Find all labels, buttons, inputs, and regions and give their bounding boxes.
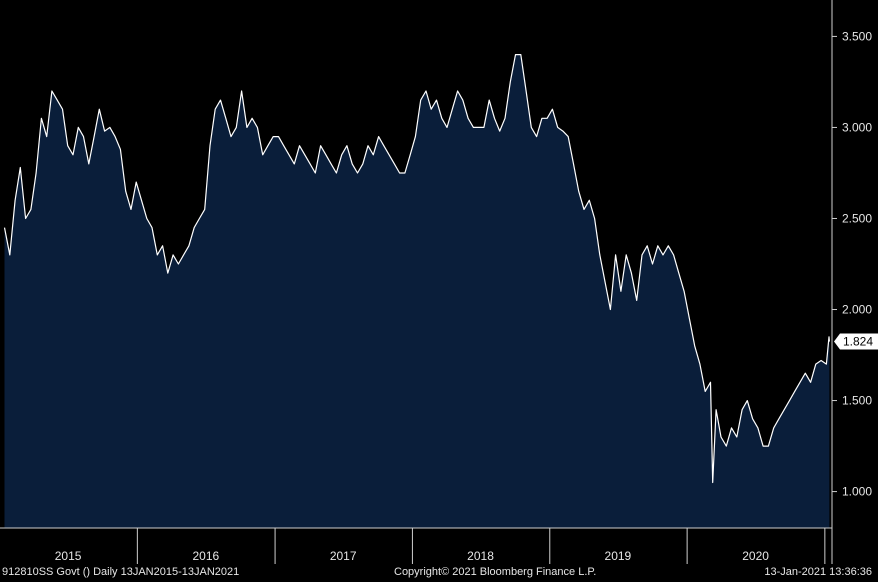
price-chart: 1.000 1.500 2.000 2.500 3.000 3.500 1.824 2015… xyxy=(0,0,878,564)
x-tick-label: 2020 xyxy=(742,549,769,563)
x-tick-label: 2015 xyxy=(55,549,82,563)
y-tick-label: 2.000 xyxy=(842,303,872,317)
y-axis: 1.000 1.500 2.000 2.500 3.000 3.500 1.824 xyxy=(831,0,878,564)
y-tick-label: 1.500 xyxy=(842,394,872,408)
last-price-marker xyxy=(834,333,878,350)
timestamp: 13-Jan-2021 13:36:36 xyxy=(764,566,872,578)
copyright-text: Copyright© 2021 Bloomberg Finance L.P. xyxy=(394,566,597,578)
y-tick-label: 2.500 xyxy=(842,211,872,225)
last-price-label: 1.824 xyxy=(843,335,873,349)
x-tick-label: 2019 xyxy=(605,549,632,563)
x-tick-label: 2016 xyxy=(192,549,219,563)
y-tick-label: 3.000 xyxy=(842,120,872,134)
x-tick-label: 2017 xyxy=(330,549,357,563)
price-line xyxy=(3,54,830,484)
footer-bar: 912810SS Govt () Daily 13JAN2015-13JAN20… xyxy=(0,564,878,582)
x-tick-label: 2018 xyxy=(467,549,494,563)
plot-area xyxy=(3,54,830,528)
y-tick-label: 1.000 xyxy=(842,485,872,499)
price-area xyxy=(4,54,830,528)
y-tick-label: 3.500 xyxy=(842,29,872,43)
x-axis: 2015 2016 2017 2018 2019 2020 xyxy=(0,527,832,564)
security-description: 912810SS Govt () Daily 13JAN2015-13JAN20… xyxy=(2,566,240,578)
